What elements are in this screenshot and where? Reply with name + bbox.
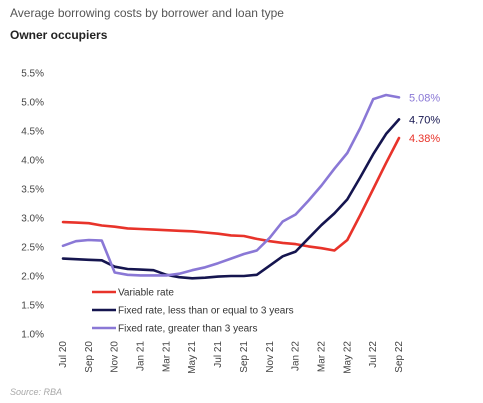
legend-label-1: Variable rate: [118, 288, 174, 299]
legend-label-3: Fixed rate, greater than 3 years: [118, 324, 258, 335]
x-tick-label: Jul 21: [213, 341, 224, 368]
y-tick-label: 5.5%: [21, 69, 44, 80]
x-tick-label: Nov 20: [110, 341, 121, 373]
x-tick-label: Sep 22: [394, 341, 405, 373]
y-tick-label: 2.5%: [21, 243, 44, 254]
y-tick-label: 1.5%: [21, 301, 44, 312]
chart-title: Average borrowing costs by borrower and …: [10, 6, 284, 20]
x-tick-label: Mar 22: [316, 341, 327, 373]
x-tick-label: Jul 20: [58, 341, 69, 368]
y-tick-label: 5.0%: [21, 98, 44, 109]
source-note: Source: RBA: [10, 387, 63, 397]
y-tick-label: 4.0%: [21, 156, 44, 167]
y-tick-label: 3.0%: [21, 214, 44, 225]
x-tick-label: Jul 22: [368, 341, 379, 368]
end-value-label-3: 5.08%: [409, 92, 440, 104]
y-tick-label: 4.5%: [21, 127, 44, 138]
end-value-label-1: 4.38%: [409, 133, 440, 145]
chart-subtitle: Owner occupiers: [10, 28, 108, 42]
y-tick-label: 2.0%: [21, 272, 44, 283]
x-tick-label: May 21: [187, 341, 198, 374]
end-value-label-2: 4.70%: [409, 114, 440, 126]
x-tick-label: Sep 21: [239, 341, 250, 373]
legend-label-2: Fixed rate, less than or equal to 3 year…: [118, 306, 294, 317]
x-tick-label: Sep 20: [84, 341, 95, 373]
series-line-3: [61, 93, 401, 277]
x-tick-label: Nov 21: [265, 341, 276, 373]
x-tick-label: May 22: [342, 341, 353, 374]
x-tick-label: Jan 22: [291, 341, 302, 371]
x-tick-label: Mar 21: [161, 341, 172, 373]
series-line-1: [61, 136, 401, 252]
series-line-2: [61, 118, 401, 280]
y-tick-label: 1.0%: [21, 330, 44, 341]
x-tick-label: Jan 21: [136, 341, 147, 371]
y-tick-label: 3.5%: [21, 185, 44, 196]
